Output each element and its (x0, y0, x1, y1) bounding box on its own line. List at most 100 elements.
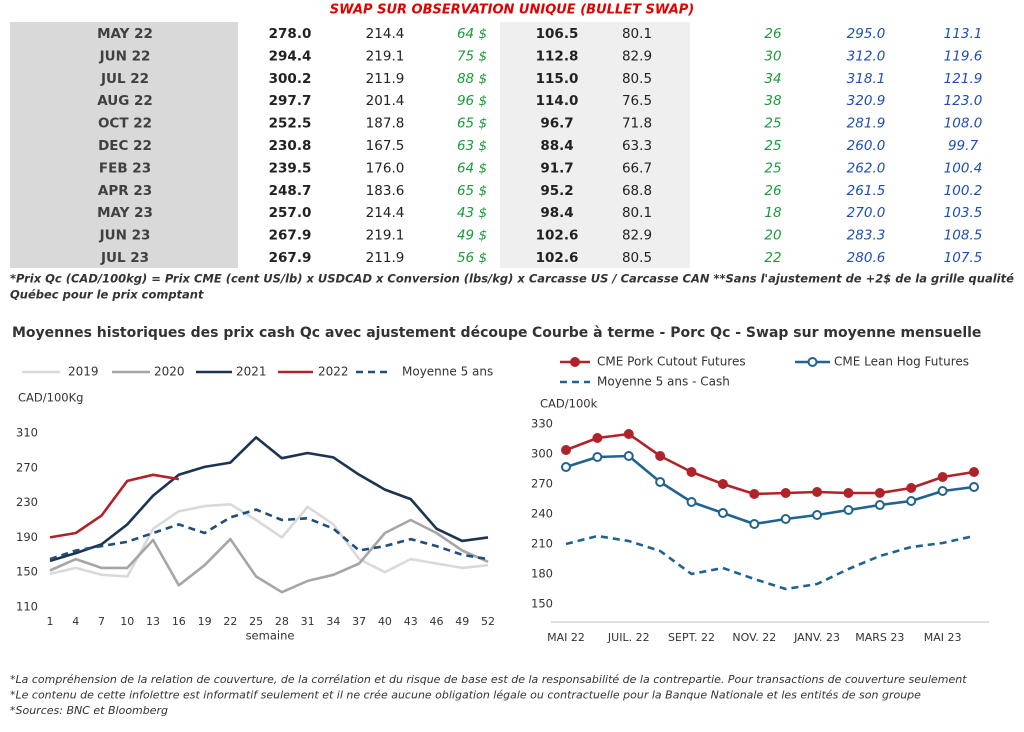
table-cell: 88 $ (457, 71, 487, 87)
point-marker (906, 483, 917, 493)
table-cell: 230.8 (269, 138, 312, 154)
x-tick-label: JUIL. 22 (607, 631, 650, 644)
series-line (49, 473, 180, 539)
point-marker (561, 462, 571, 472)
table-cell: 102.6 (536, 250, 579, 266)
x-tick-label: SEPT. 22 (668, 631, 715, 644)
x-tick-label: 16 (172, 615, 186, 628)
legend-label: CME Lean Hog Futures (834, 355, 969, 369)
legend-label: 2019 (68, 365, 99, 379)
table-cell: 63 $ (457, 138, 487, 154)
point-marker (561, 445, 571, 455)
table-cell: 211.9 (366, 71, 405, 87)
table-cell: 18 (764, 205, 781, 221)
y-tick-label: 150 (531, 597, 553, 611)
table-cell: 312.0 (847, 48, 886, 64)
x-tick-label: 34 (326, 615, 340, 628)
table-cell: 219.1 (366, 48, 405, 64)
y-tick-label: 190 (16, 530, 38, 544)
point-marker (969, 482, 979, 492)
y-tick-label: 210 (531, 537, 553, 551)
point-marker (655, 451, 666, 461)
table-cell: 239.5 (269, 160, 312, 176)
table-cell: 320.9 (847, 93, 886, 109)
legend-marker (570, 357, 580, 367)
table-cell: 64 $ (457, 160, 487, 176)
month-band (10, 22, 238, 268)
table-title: SWAP SUR OBSERVATION UNIQUE (BULLET SWAP… (330, 3, 694, 18)
point-marker (749, 489, 760, 499)
table-cell: MAY 23 (97, 205, 153, 221)
table-cell: 297.7 (269, 93, 312, 109)
x-tick-label: 22 (223, 615, 237, 628)
series-line (565, 534, 975, 591)
table-cell: 98.4 (540, 205, 573, 221)
x-tick-label: 25 (249, 615, 263, 628)
x-tick-label: 40 (378, 615, 392, 628)
table-cell: 65 $ (457, 116, 487, 132)
table-cell: 63.3 (622, 138, 652, 154)
table-cell: MAY 22 (97, 26, 153, 42)
series-line (49, 508, 489, 561)
point-marker (874, 500, 885, 510)
note: *Le contenu de cette infolettre est info… (10, 689, 921, 702)
table-cell: 99.7 (948, 138, 978, 154)
y-tick-label: 310 (16, 426, 38, 440)
series-line (49, 436, 489, 563)
table-cell: 22 (764, 250, 781, 266)
chart-title: Courbe à terme - Porc Qc - Swap sur moye… (532, 325, 981, 341)
table-cell: 119.6 (944, 48, 983, 64)
x-tick-label: 1 (47, 615, 54, 628)
table-cell: 75 $ (457, 48, 487, 64)
table-cell: 295.0 (847, 26, 886, 42)
table-cell: 20 (764, 228, 781, 244)
table-cell: APR 23 (98, 183, 152, 199)
chart-title: Moyennes historiques des prix cash Qc av… (12, 325, 527, 341)
table-cell: 38 (764, 93, 781, 109)
legend-label: 2022 (318, 365, 349, 379)
table-cell: 26 (764, 183, 781, 199)
table-cell: 214.4 (366, 26, 405, 42)
table-cell: 80.5 (622, 250, 652, 266)
table-cell: 25 (764, 160, 781, 176)
point-marker (780, 488, 791, 498)
table-cell: 103.5 (944, 205, 983, 221)
table-cell: 108.0 (944, 116, 983, 132)
table-cell: 114.0 (536, 93, 579, 109)
table-cell: 201.4 (366, 93, 405, 109)
series-line (565, 454, 975, 526)
table-cell: 252.5 (269, 116, 312, 132)
point-marker (937, 472, 948, 482)
point-marker (780, 514, 791, 524)
y-tick-label: 110 (16, 600, 38, 614)
table-cell: 106.5 (536, 26, 579, 42)
table-cell: 280.6 (847, 250, 886, 266)
table-cell: 26 (764, 26, 781, 42)
table-cell: 267.9 (269, 250, 312, 266)
table-cell: 211.9 (366, 250, 405, 266)
legend-label: Moyenne 5 ans - Cash (597, 375, 730, 389)
footnote: *Prix Qc (CAD/100kg) = Prix CME (cent US… (10, 272, 1014, 286)
table-cell: 96.7 (540, 116, 573, 132)
y-tick-label: 180 (531, 567, 553, 581)
legend-label: CME Pork Cutout Futures (597, 355, 746, 369)
table-cell: 91.7 (540, 160, 573, 176)
y-tick-label: 300 (531, 447, 553, 461)
table-cell: 167.5 (366, 138, 405, 154)
point-marker (843, 488, 854, 498)
point-marker (592, 452, 603, 462)
table-cell: 214.4 (366, 205, 405, 221)
x-tick-label: 46 (429, 615, 443, 628)
point-marker (592, 433, 603, 443)
table-cell: 34 (764, 71, 781, 87)
table-cell: 262.0 (847, 160, 886, 176)
table-cell: 102.6 (536, 228, 579, 244)
point-marker (717, 479, 728, 489)
y-axis-label: CAD/100k (540, 397, 598, 411)
footnote: Québec pour le prix comptant (10, 288, 204, 302)
table-cell: 30 (764, 48, 781, 64)
table-cell: 283.3 (847, 228, 886, 244)
point-marker (906, 496, 917, 506)
y-tick-label: 270 (16, 460, 38, 474)
point-marker (717, 508, 728, 518)
